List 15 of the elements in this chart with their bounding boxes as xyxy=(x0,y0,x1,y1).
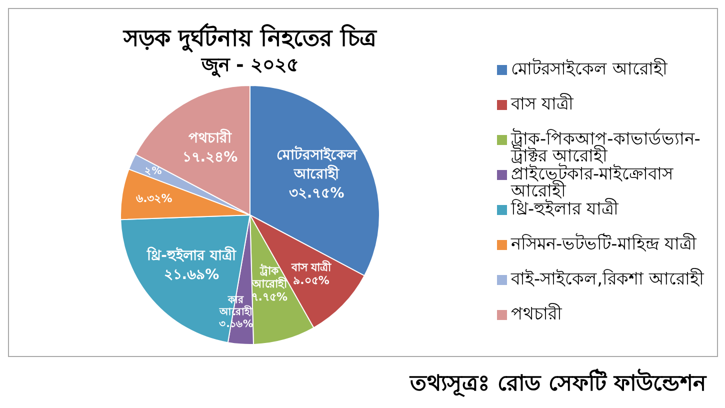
text: তথ্যসূত্রঃ রোড সেফটি ফাউন্ডেশন xyxy=(409,368,707,398)
data-label: পথচারী ১৭.২৪% xyxy=(182,128,238,166)
legend-label: বাস যাত্রী xyxy=(510,93,574,114)
data-label: ৬.৩২% xyxy=(136,192,172,206)
chart-title: সড়ক দুর্ঘটনায় নিহতের চিত্র xyxy=(122,22,378,53)
data-label: থ্রি-হুইলার যাত্রী ২১.৬৯% xyxy=(146,246,237,284)
data-label: বাস যাত্রী ৯.০৫% xyxy=(290,260,332,287)
legend-label: বাই-সাইকেল,রিকশা আরোহী xyxy=(510,268,705,290)
legend-label: নসিমন-ভটভটি-মাহিন্দ্র যাত্রী xyxy=(510,233,698,254)
legend-label: মোটরসাইকেল আরোহী xyxy=(511,58,668,80)
data-label: ২% xyxy=(144,166,162,177)
legend-label: পথচারী xyxy=(511,303,563,324)
chart-subtitle: জুন - ২০২৫ xyxy=(200,54,299,78)
data-label: মোটরসাইকেল আরোহী ৩২.৭৫% xyxy=(276,146,358,202)
legend-label: থ্রি-হুইলার যাত্রী xyxy=(510,198,620,220)
